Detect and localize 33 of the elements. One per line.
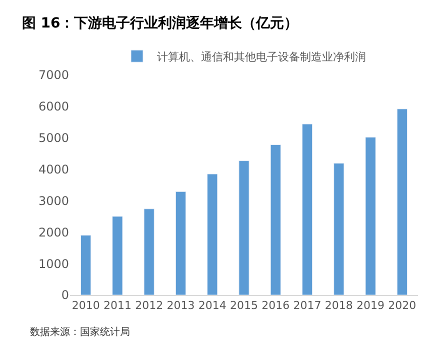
x-tick-label: 2015 — [230, 299, 258, 312]
y-tick-label: 4000 — [38, 162, 69, 176]
y-tick-label: 0 — [61, 288, 69, 302]
legend-label: 计算机、通信和其他电子设备制造业净利润 — [157, 50, 366, 64]
bar — [144, 208, 154, 295]
x-tick-label: 2016 — [262, 299, 290, 312]
x-tick-label: 2014 — [198, 299, 226, 312]
y-tick-label: 3000 — [38, 194, 69, 208]
y-tick-label: 5000 — [38, 131, 69, 146]
bar — [175, 191, 186, 295]
bar — [270, 144, 281, 295]
y-tick-label: 1000 — [38, 256, 69, 271]
source-note: 数据来源：国家统计局 — [30, 326, 130, 338]
x-tick-label: 2010 — [72, 299, 100, 312]
y-tick-label: 2000 — [38, 225, 69, 240]
bar — [238, 160, 250, 295]
bar — [334, 163, 344, 295]
x-tick-label: 2018 — [324, 299, 353, 312]
bar — [112, 216, 123, 295]
y-tick-label: 6000 — [38, 100, 69, 114]
x-tick-label: 2013 — [166, 299, 195, 312]
bar — [396, 108, 408, 295]
bar — [302, 124, 313, 295]
x-tick-label: 2012 — [135, 299, 164, 312]
x-tick-label: 2017 — [293, 299, 322, 312]
x-tick-label: 2020 — [388, 299, 416, 312]
bar — [207, 174, 218, 295]
y-tick-label: 7000 — [38, 68, 69, 82]
x-tick-label: 2011 — [103, 299, 132, 312]
x-tick-label: 2019 — [356, 299, 385, 312]
chart-title: 图 16：下游电子行业利润逐年增长（亿元） — [22, 14, 298, 32]
bar — [80, 235, 92, 295]
bar — [365, 136, 376, 295]
